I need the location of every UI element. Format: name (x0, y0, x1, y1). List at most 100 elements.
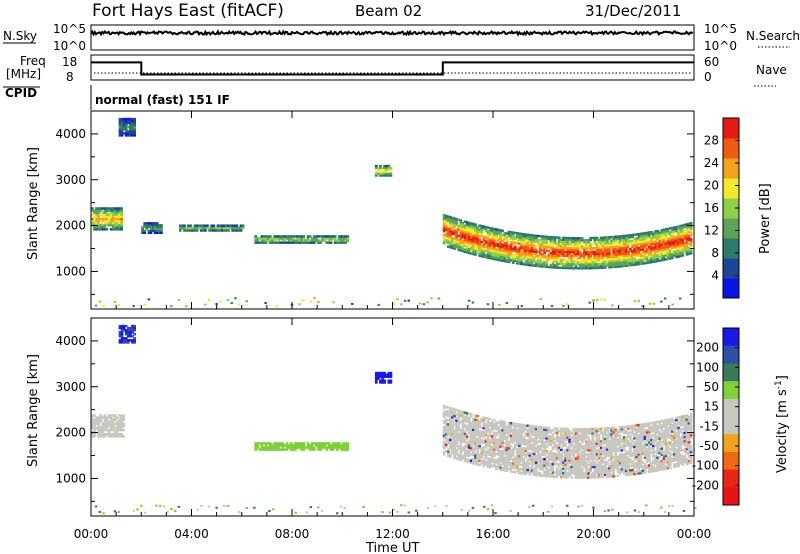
velocity-cell (612, 456, 616, 459)
power-cell (99, 228, 103, 231)
power-cell (562, 248, 565, 252)
power-cell (536, 260, 540, 264)
power-cell (528, 235, 532, 239)
power-cell (256, 241, 260, 244)
power-cell (287, 237, 291, 240)
power-cell (650, 244, 653, 248)
power-cell (469, 222, 473, 225)
power-cell (116, 228, 119, 231)
velocity-cell (385, 373, 389, 377)
velocity-cell (545, 434, 549, 438)
velocity-cell (656, 443, 660, 447)
power-cell (624, 238, 628, 241)
power-cell (599, 248, 603, 251)
velocity-cell (551, 452, 555, 455)
velocity-cell (568, 436, 572, 439)
power-cell (608, 256, 611, 259)
velocity-cell (549, 468, 553, 472)
velocity-cell (465, 435, 469, 438)
power-cell (647, 247, 651, 250)
power-cell (547, 235, 551, 239)
velocity-cell (675, 450, 678, 453)
velocity-cell (606, 471, 609, 474)
velocity-cell (495, 421, 498, 424)
velocity-cell (451, 445, 454, 448)
velocity-cell (509, 470, 513, 473)
velocity-cell (457, 439, 461, 442)
power-cell (505, 258, 509, 261)
power-cell (620, 259, 624, 262)
power-cell (490, 255, 494, 258)
velocity-cell (620, 440, 624, 444)
power-cell (442, 238, 446, 241)
velocity-cell (379, 381, 382, 384)
velocity-cell (516, 423, 519, 426)
power-cell (679, 250, 683, 254)
power-cell (532, 264, 536, 267)
velocity-cell (585, 474, 588, 477)
power-cell (457, 242, 461, 246)
velocity-cell (331, 442, 335, 445)
velocity-cell (342, 446, 345, 449)
velocity-cell (551, 445, 555, 449)
power-cell (503, 257, 507, 261)
velocity-cell (505, 444, 509, 447)
power-cell (158, 227, 161, 231)
velocity-cell (289, 448, 293, 451)
power-cell (467, 225, 471, 229)
velocity-cell (484, 431, 488, 435)
power-cell (170, 305, 173, 308)
power-cell (591, 256, 595, 260)
velocity-cell (122, 328, 126, 332)
power-cell (587, 267, 590, 270)
velocity-cell (576, 442, 580, 446)
power-cell (624, 246, 628, 249)
power-cell (545, 247, 549, 251)
velocity-cell (446, 414, 450, 418)
power-cell (465, 243, 469, 246)
power-cell (652, 252, 655, 256)
velocity-cell (116, 420, 119, 423)
power-cell (578, 245, 582, 248)
velocity-cell (578, 434, 582, 437)
power-cell (629, 240, 632, 243)
colorbar-tick-label: 24 (704, 156, 719, 170)
power-cell (476, 231, 479, 235)
power-cell (127, 134, 130, 137)
velocity-cell (271, 444, 274, 447)
power-cell (549, 235, 553, 239)
power-cell (685, 227, 689, 230)
power-cell (685, 231, 689, 234)
power-cell (442, 215, 446, 219)
velocity-cell (490, 460, 494, 463)
velocity-cell (650, 421, 653, 425)
velocity-cell (603, 465, 607, 468)
velocity-cell (572, 455, 576, 458)
power-cell (490, 241, 494, 244)
power-cell (568, 236, 572, 240)
velocity-cell (641, 427, 645, 430)
velocity-cell (670, 428, 674, 431)
velocity-cell (635, 464, 639, 467)
velocity-cell (478, 434, 482, 437)
power-cell (616, 261, 620, 264)
power-cell (107, 219, 111, 223)
velocity-cell (292, 446, 295, 449)
velocity-cell (488, 443, 492, 446)
velocity-cell (591, 459, 595, 462)
power-cell (185, 229, 188, 232)
velocity-cell (449, 425, 452, 429)
power-cell (495, 232, 498, 235)
power-cell (580, 261, 584, 264)
power-cell (95, 215, 98, 219)
power-cell (560, 240, 563, 243)
velocity-cell (476, 419, 479, 422)
power-cell (467, 237, 471, 241)
power-cell (633, 237, 636, 240)
velocity-cell (664, 465, 668, 468)
power-cell (315, 235, 318, 238)
velocity-cell (658, 443, 662, 446)
power-cell (520, 250, 523, 254)
velocity-cell (560, 461, 563, 464)
velocity-cell (490, 456, 494, 459)
